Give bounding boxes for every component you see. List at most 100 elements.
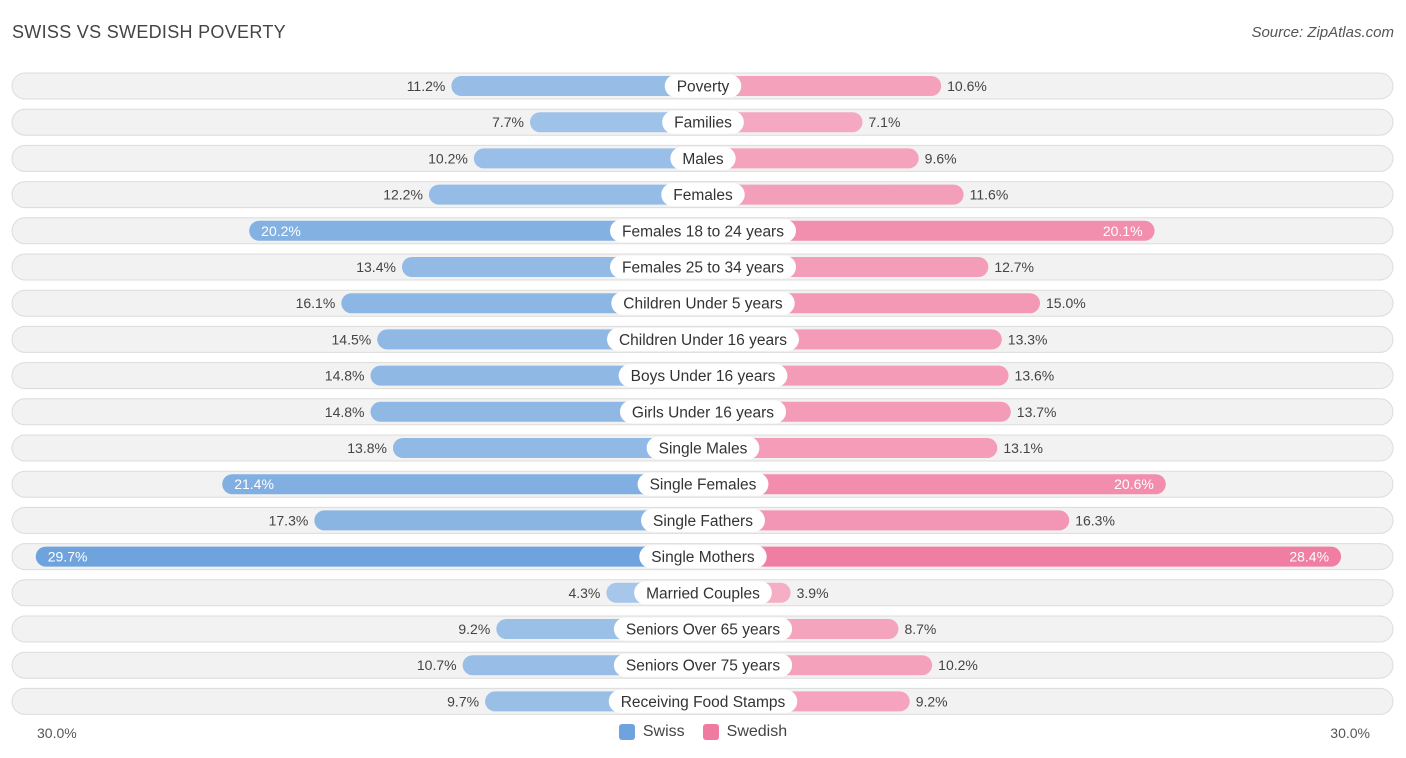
value-label-swedish-single-fathers: 16.3% (1075, 512, 1115, 528)
chart-title: SWISS VS SWEDISH POVERTY (12, 22, 286, 42)
value-label-swiss-single-males: 13.8% (347, 440, 387, 456)
source-note: Source: ZipAtlas.com (1251, 24, 1394, 41)
bar-swiss-single-mothers[interactable] (35, 546, 704, 567)
axis-label-left: 30.0% (37, 725, 77, 741)
legend-item-swedish[interactable]: Swedish (702, 723, 788, 741)
bar-swedish-single-fathers[interactable] (703, 510, 1070, 531)
value-label-swiss-single-mothers: 29.7% (48, 549, 88, 565)
value-label-swiss-females-25-to-34-years: 13.4% (356, 259, 396, 275)
category-label-males: Males (682, 151, 724, 168)
category-label-females-18-to-24-years: Females 18 to 24 years (622, 223, 784, 240)
legend-swatch-swiss (618, 724, 635, 740)
value-label-swiss-females: 12.2% (383, 187, 423, 203)
value-label-swedish-seniors-over-65-years: 8.7% (904, 621, 936, 637)
category-pill-females-25-to-34-years (610, 255, 796, 279)
category-label-girls-under-16-years: Girls Under 16 years (632, 404, 774, 421)
value-label-swedish-females-25-to-34-years: 12.7% (994, 259, 1034, 275)
bar-swedish-females[interactable] (703, 184, 964, 205)
category-label-boys-under-16-years: Boys Under 16 years (631, 368, 776, 385)
category-pill-males (670, 146, 736, 170)
value-label-swedish-females-18-to-24-years: 20.1% (1103, 223, 1143, 239)
value-label-swedish-poverty: 10.6% (947, 78, 987, 94)
category-pill-females-18-to-24-years (610, 219, 796, 243)
bar-swiss-males[interactable] (473, 148, 703, 169)
value-label-swiss-poverty: 11.2% (407, 78, 446, 94)
category-pill-boys-under-16-years (618, 364, 788, 388)
value-label-swedish-families: 7.1% (869, 114, 901, 130)
value-label-swiss-married-couples: 4.3% (568, 585, 600, 601)
value-label-swedish-males: 9.6% (925, 150, 957, 166)
value-label-swedish-children-under-5-years: 15.0% (1046, 295, 1086, 311)
category-label-single-females: Single Females (650, 477, 757, 494)
category-label-single-males: Single Males (659, 441, 748, 458)
value-label-swiss-seniors-over-65-years: 9.2% (458, 621, 490, 637)
category-label-married-couples: Married Couples (646, 585, 760, 602)
value-label-swedish-single-mothers: 28.4% (1289, 549, 1329, 565)
value-label-swedish-girls-under-16-years: 13.7% (1017, 404, 1057, 420)
bar-swedish-poverty[interactable] (703, 76, 942, 96)
bar-swiss-females-18-to-24-years[interactable] (249, 220, 703, 241)
bar-swedish-single-females[interactable] (703, 474, 1166, 495)
value-label-swiss-seniors-over-75-years: 10.7% (417, 657, 457, 673)
value-label-swiss-families: 7.7% (492, 114, 524, 130)
category-label-seniors-over-65-years: Seniors Over 65 years (626, 622, 780, 639)
value-label-swedish-boys-under-16-years: 13.6% (1015, 368, 1055, 384)
legend-item-swiss[interactable]: Swiss (618, 723, 685, 741)
category-pill-single-males (646, 436, 760, 460)
value-label-swedish-married-couples: 3.9% (797, 585, 829, 601)
value-label-swedish-single-females: 20.6% (1114, 476, 1154, 492)
value-label-swedish-receiving-food-stamps: 9.2% (916, 693, 948, 709)
value-label-swedish-seniors-over-75-years: 10.2% (938, 657, 978, 673)
value-label-swedish-females: 11.6% (970, 187, 1009, 203)
bar-swiss-poverty[interactable] (451, 76, 703, 96)
category-label-seniors-over-75-years: Seniors Over 75 years (626, 658, 780, 675)
legend: Swiss Swedish (0, 723, 1406, 741)
category-label-poverty: Poverty (677, 79, 730, 96)
bar-swiss-single-males[interactable] (392, 438, 703, 458)
bar-swiss-single-females[interactable] (222, 474, 704, 495)
category-pill-females (661, 183, 745, 207)
bar-swedish-females-18-to-24-years[interactable] (703, 220, 1155, 241)
bar-swedish-single-males[interactable] (703, 438, 998, 458)
value-label-swiss-single-females: 21.4% (234, 476, 274, 492)
category-pill-single-mothers (639, 545, 767, 569)
value-label-swedish-single-males: 13.1% (1003, 440, 1043, 456)
value-label-swedish-children-under-16-years: 13.3% (1008, 331, 1048, 347)
bar-swedish-single-mothers[interactable] (703, 546, 1342, 567)
legend-label-swedish: Swedish (726, 723, 788, 740)
category-pill-children-under-5-years (611, 291, 795, 315)
bar-swiss-single-fathers[interactable] (314, 510, 703, 531)
category-label-females: Females (673, 187, 733, 204)
category-label-single-mothers: Single Mothers (651, 549, 755, 566)
category-pill-girls-under-16-years (619, 400, 787, 424)
legend-swatch-swedish (702, 724, 719, 740)
value-label-swiss-children-under-16-years: 14.5% (332, 331, 372, 347)
category-label-children-under-16-years: Children Under 16 years (619, 332, 787, 349)
value-label-swiss-receiving-food-stamps: 9.7% (447, 693, 479, 709)
value-label-swiss-males: 10.2% (428, 150, 468, 166)
value-label-swiss-children-under-5-years: 16.1% (296, 295, 336, 311)
bar-swedish-males[interactable] (703, 148, 919, 169)
bar-swiss-girls-under-16-years[interactable] (370, 401, 703, 422)
value-label-swiss-females-18-to-24-years: 20.2% (261, 223, 301, 239)
category-pill-single-females (637, 472, 769, 496)
category-label-single-fathers: Single Fathers (653, 513, 753, 530)
category-pill-poverty (664, 74, 742, 98)
category-label-children-under-5-years: Children Under 5 years (623, 296, 783, 313)
axis-label-right: 30.0% (1330, 725, 1370, 741)
category-pill-seniors-over-75-years (613, 653, 793, 677)
category-pill-receiving-food-stamps (608, 689, 798, 713)
bar-swiss-females[interactable] (428, 184, 703, 205)
category-label-receiving-food-stamps: Receiving Food Stamps (621, 694, 786, 711)
bar-swedish-families[interactable] (703, 112, 863, 133)
category-pill-seniors-over-65-years (613, 617, 793, 641)
value-label-swiss-boys-under-16-years: 14.8% (325, 368, 365, 384)
category-label-families: Families (674, 115, 732, 132)
value-label-swiss-girls-under-16-years: 14.8% (325, 404, 365, 420)
category-pill-single-fathers (641, 508, 765, 532)
bar-swiss-families[interactable] (530, 112, 703, 133)
legend-label-swiss: Swiss (642, 723, 685, 740)
category-pill-families (662, 110, 744, 134)
value-label-swiss-single-fathers: 17.3% (269, 512, 309, 528)
